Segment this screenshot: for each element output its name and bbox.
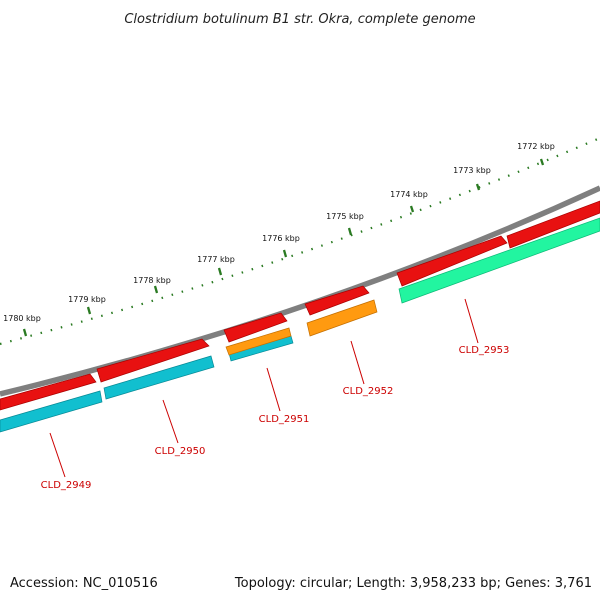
red-cds-arrow-1 <box>0 373 97 411</box>
backbone <box>0 185 600 397</box>
scale-ticks <box>22 158 545 337</box>
scale-tick-1778 <box>153 285 159 294</box>
red-cds-arrow-6 <box>506 200 600 249</box>
gene-feature-track <box>0 217 600 433</box>
gene-label-cld-2949: CLD_2949 <box>41 480 92 491</box>
gene-leader-cld-2952 <box>350 340 365 385</box>
red-cds-arrow-5 <box>396 235 508 287</box>
accession-text: Accession: NC_010516 <box>10 576 158 591</box>
scale-label-1777: 1777 kbp <box>197 255 235 264</box>
dotted-scale-track <box>0 136 600 346</box>
scale-tick-1773 <box>475 183 481 191</box>
scale-label-1774: 1774 kbp <box>390 190 428 199</box>
red-cds-arrow-2 <box>96 338 210 383</box>
gene-leader-cld-2953 <box>464 298 479 344</box>
gene-leader-cld-2951 <box>266 367 281 412</box>
scale-tick-1776 <box>282 249 288 258</box>
gene-bar-cld-2952 <box>306 299 378 337</box>
scale-label-1772: 1772 kbp <box>517 142 555 151</box>
gene-leader-cld-2949 <box>49 432 66 478</box>
scale-label-1775: 1775 kbp <box>326 212 364 221</box>
gene-labels: CLD_2949 CLD_2950 CLD_2951 CLD_2952 CLD_… <box>41 345 510 491</box>
scale-tick-1774 <box>409 205 415 213</box>
gene-bar-cld-2950 <box>103 355 215 400</box>
gene-label-cld-2950: CLD_2950 <box>155 446 206 457</box>
scale-label-1773: 1773 kbp <box>453 166 491 175</box>
gene-bar-cld-2949 <box>0 390 103 433</box>
scale-tick-1775 <box>347 227 353 236</box>
scale-label-1776: 1776 kbp <box>262 234 300 243</box>
red-cds-track <box>0 200 600 411</box>
scale-label-1779: 1779 kbp <box>68 295 106 304</box>
scale-labels: 1772 kbp 1773 kbp 1774 kbp 1775 kbp 1776… <box>3 142 555 323</box>
scale-tick-1780 <box>22 328 28 337</box>
scale-tick-1779 <box>86 306 92 315</box>
gene-label-cld-2953: CLD_2953 <box>459 345 510 356</box>
scale-tick-1777 <box>217 267 223 276</box>
scale-label-1780: 1780 kbp <box>3 314 41 323</box>
scale-label-1778: 1778 kbp <box>133 276 171 285</box>
gene-bar-cld-2953 <box>398 217 600 304</box>
red-cds-arrow-4 <box>304 285 370 316</box>
gene-label-cld-2952: CLD_2952 <box>343 386 394 397</box>
scale-tick-1772 <box>539 158 545 166</box>
gene-leader-lines <box>49 298 479 478</box>
topology-text: Topology: circular; Length: 3,958,233 bp… <box>234 576 592 591</box>
gene-label-cld-2951: CLD_2951 <box>259 414 310 425</box>
gene-leader-cld-2950 <box>162 399 179 444</box>
map-title: Clostridium botulinum B1 str. Okra, comp… <box>124 12 475 27</box>
gene-bar-cld-2951-orange <box>225 327 292 356</box>
red-cds-arrow-3 <box>223 312 288 343</box>
